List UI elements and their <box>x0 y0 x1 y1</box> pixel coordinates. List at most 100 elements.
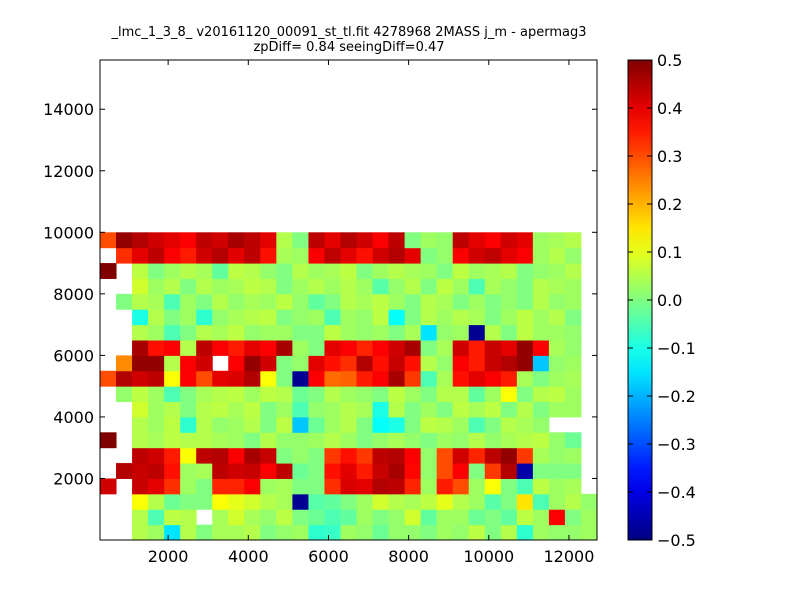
heatmap-cell <box>308 232 325 249</box>
heatmap-cell <box>388 340 406 356</box>
heatmap-cell <box>516 355 534 372</box>
heatmap-cell <box>500 524 518 540</box>
heatmap-cell <box>276 232 293 249</box>
heatmap-cell <box>516 478 534 495</box>
heatmap-cell <box>436 263 454 279</box>
heatmap-cell <box>516 401 534 418</box>
heatmap-cell <box>452 293 470 310</box>
heatmap-cell <box>388 386 406 403</box>
heatmap-cell <box>548 432 566 449</box>
heatmap-cell <box>404 232 422 249</box>
heatmap-cell <box>180 309 197 326</box>
heatmap-cell <box>228 309 245 326</box>
heatmap-cell <box>308 263 325 279</box>
heatmap-cell <box>372 340 390 356</box>
heatmap-cell <box>340 509 358 526</box>
heatmap-cell <box>100 232 117 249</box>
heatmap-cell <box>548 493 566 510</box>
heatmap-cell <box>292 493 309 510</box>
heatmap-cell <box>404 263 422 279</box>
heatmap-cell <box>516 416 534 433</box>
heatmap-cell <box>468 247 486 264</box>
heatmap-cell <box>196 478 213 495</box>
heatmap-cell <box>468 324 486 341</box>
heatmap-cell <box>340 355 358 372</box>
heatmap-cell <box>212 247 229 264</box>
heatmap-cell <box>548 247 566 264</box>
heatmap-cell <box>196 432 213 449</box>
heatmap-cell <box>132 401 149 418</box>
heatmap-cell <box>532 309 550 326</box>
heatmap-cell <box>212 509 229 526</box>
heatmap-cell <box>292 324 309 341</box>
heatmap-cell <box>228 263 245 279</box>
heatmap-cell <box>276 493 293 510</box>
heatmap-cell <box>420 432 438 449</box>
heatmap-cell <box>468 432 486 449</box>
heatmap-cell <box>484 324 502 341</box>
heatmap-cell <box>436 386 454 403</box>
heatmap-cell <box>212 524 229 540</box>
plot-frame <box>99 59 598 541</box>
heatmap-cell <box>500 386 518 403</box>
heatmap-cell <box>164 232 181 249</box>
heatmap-cell <box>372 432 390 449</box>
heatmap-cell <box>516 232 534 249</box>
heatmap-cell <box>292 278 309 295</box>
heatmap-cell <box>260 509 277 526</box>
heatmap-cell <box>260 293 277 310</box>
heatmap-cell <box>420 232 438 249</box>
heatmap-cell <box>404 340 422 356</box>
heatmap-cell <box>404 493 422 510</box>
heatmap-cell <box>516 524 534 540</box>
heatmap-cell <box>564 355 582 372</box>
heatmap-cell <box>260 493 277 510</box>
heatmap-cell <box>468 232 486 249</box>
heatmap-cell <box>356 463 374 479</box>
heatmap-cell <box>324 355 341 372</box>
heatmap-cell <box>116 232 133 249</box>
heatmap-cell <box>484 416 502 433</box>
heatmap-cell <box>468 447 486 464</box>
heatmap-cell <box>260 416 277 433</box>
heatmap-cell <box>532 386 550 403</box>
heatmap-cell <box>468 416 486 433</box>
heatmap-cell <box>372 278 390 295</box>
heatmap-cell <box>212 493 229 510</box>
colorbar-tick-label: 0.4 <box>657 99 682 118</box>
heatmap-cell <box>244 263 261 279</box>
heatmap-cell <box>292 309 309 326</box>
heatmap-cell <box>436 447 454 464</box>
heatmap-cell <box>516 493 534 510</box>
heatmap-cell <box>388 278 406 295</box>
heatmap-cell <box>148 247 165 264</box>
heatmap-cell <box>420 278 438 295</box>
heatmap-cell <box>196 278 213 295</box>
heatmap-cell <box>420 370 438 387</box>
heatmap-cell <box>212 278 229 295</box>
heatmap-cell <box>500 370 518 387</box>
heatmap-cell <box>548 509 566 526</box>
heatmap-cell <box>244 278 261 295</box>
heatmap-cell <box>324 447 341 464</box>
heatmap-cell <box>420 247 438 264</box>
heatmap-cell <box>420 340 438 356</box>
heatmap-cell <box>228 432 245 449</box>
heatmap-cell <box>308 463 325 479</box>
heatmap-cell <box>164 293 181 310</box>
heatmap-cell <box>468 524 486 540</box>
heatmap-cell <box>597 340 614 356</box>
heatmap-cell <box>532 232 550 249</box>
x-tick-label: 4000 <box>228 547 269 566</box>
heatmap-cell <box>196 463 213 479</box>
heatmap-cell <box>452 386 470 403</box>
heatmap-cell <box>468 370 486 387</box>
heatmap-cell <box>260 432 277 449</box>
heatmap-cell <box>452 463 470 479</box>
heatmap-cell <box>132 509 149 526</box>
heatmap-cell <box>597 278 614 294</box>
heatmap-cell <box>564 386 582 403</box>
y-tick-label: 8000 <box>53 285 94 304</box>
heatmap-cell <box>420 386 438 403</box>
heatmap-cell <box>196 386 213 403</box>
